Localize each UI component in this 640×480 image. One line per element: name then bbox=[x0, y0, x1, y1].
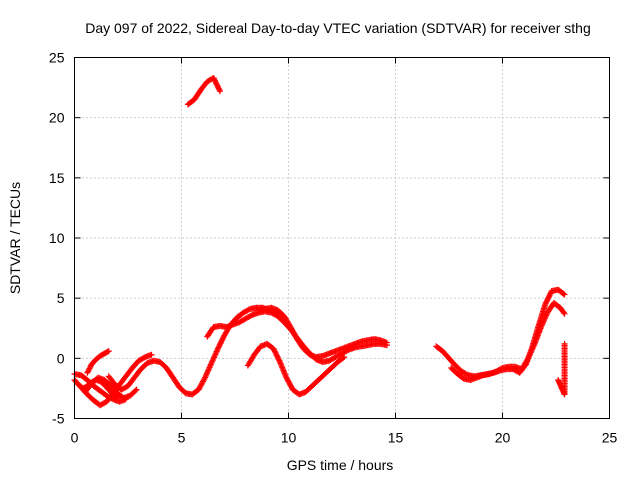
data-point-marker bbox=[216, 343, 223, 350]
data-point-marker bbox=[114, 395, 121, 402]
data-point-marker bbox=[214, 345, 221, 352]
data-point-marker bbox=[113, 394, 120, 401]
data-point-marker bbox=[561, 291, 568, 298]
data-point-marker bbox=[546, 291, 553, 298]
data-point-marker bbox=[542, 301, 549, 308]
data-point-marker bbox=[215, 85, 222, 92]
chart-title: Day 097 of 2022, Sidereal Day-to-day VTE… bbox=[85, 20, 591, 36]
data-point-marker bbox=[216, 341, 223, 348]
data-point-marker bbox=[104, 348, 111, 355]
y-tick-label: 10 bbox=[49, 230, 65, 246]
data-point-marker bbox=[215, 344, 222, 351]
data-point-marker bbox=[211, 77, 218, 84]
data-point-marker bbox=[544, 297, 551, 304]
data-point-marker bbox=[561, 340, 568, 347]
data-point-marker bbox=[545, 294, 552, 301]
y-tick-label: 15 bbox=[49, 170, 65, 186]
data-point-marker bbox=[212, 78, 219, 85]
data-point-marker bbox=[217, 88, 224, 95]
data-point-marker bbox=[214, 82, 221, 89]
data-point-marker bbox=[561, 310, 568, 317]
data-point-marker bbox=[218, 339, 225, 346]
data-point-marker bbox=[220, 335, 227, 342]
data-point-marker bbox=[271, 347, 278, 354]
data-point-marker bbox=[274, 353, 281, 360]
data-point-marker bbox=[560, 290, 567, 297]
data-point-marker bbox=[544, 295, 551, 302]
data-point-marker bbox=[275, 354, 282, 361]
series-arc-5 bbox=[75, 376, 121, 402]
data-point-marker bbox=[275, 356, 282, 363]
data-point-marker bbox=[270, 345, 277, 352]
data-point-marker bbox=[105, 348, 112, 355]
data-point-marker bbox=[211, 76, 218, 83]
series-arc-4 bbox=[84, 348, 112, 376]
plot-frame bbox=[74, 57, 610, 419]
x-tick-label: 15 bbox=[388, 430, 404, 446]
data-point-marker bbox=[215, 84, 222, 91]
x-tick-label: 20 bbox=[495, 430, 511, 446]
y-tick-label: 5 bbox=[57, 290, 65, 306]
data-point-marker bbox=[217, 340, 224, 347]
x-tick-label: 25 bbox=[602, 430, 618, 446]
x-tick-label: 5 bbox=[178, 430, 186, 446]
series-arc-9 bbox=[244, 340, 348, 398]
series-arc-2 bbox=[71, 370, 129, 405]
data-point-marker bbox=[210, 74, 217, 81]
data-point-marker bbox=[132, 387, 139, 394]
series-arc-10 bbox=[184, 74, 224, 108]
data-point-marker bbox=[276, 357, 283, 364]
data-point-marker bbox=[546, 293, 553, 300]
grid-layer bbox=[74, 57, 610, 419]
data-point-marker bbox=[201, 375, 208, 382]
data-point-marker bbox=[272, 349, 279, 356]
data-point-marker bbox=[273, 351, 280, 358]
data-point-marker bbox=[213, 80, 220, 87]
data-point-marker bbox=[543, 298, 550, 305]
series-arc-6 bbox=[105, 304, 283, 398]
x-tick-label: 10 bbox=[281, 430, 297, 446]
data-point-marker bbox=[273, 352, 280, 359]
y-tick-label: 20 bbox=[49, 110, 65, 126]
data-point-marker bbox=[219, 336, 226, 343]
data-point-marker bbox=[271, 348, 278, 355]
data-point-marker bbox=[383, 339, 390, 346]
y-tick-label: -5 bbox=[52, 411, 65, 427]
data-point-marker bbox=[148, 351, 155, 358]
data-layer bbox=[71, 74, 568, 409]
y-tick-label: 0 bbox=[57, 350, 65, 366]
data-point-marker bbox=[218, 337, 225, 344]
y-tick-label: 25 bbox=[49, 50, 65, 66]
data-point-marker bbox=[216, 86, 223, 93]
y-axis-label: SDTVAR / TECUs bbox=[7, 182, 23, 294]
x-axis-label: GPS time / hours bbox=[287, 457, 394, 473]
data-point-marker bbox=[340, 354, 347, 361]
data-point-marker bbox=[213, 81, 220, 88]
tick-layer: 0 5 10 15 20 25 -5 0 5 10 15 20 25 bbox=[49, 50, 618, 446]
x-tick-label: 0 bbox=[71, 430, 79, 446]
series-arc-12 bbox=[448, 299, 568, 383]
series-arc-8 bbox=[255, 304, 390, 361]
series-arc-13 bbox=[555, 340, 568, 398]
data-point-marker bbox=[341, 354, 348, 361]
data-point-marker bbox=[542, 299, 549, 306]
data-point-marker bbox=[560, 309, 567, 316]
data-point-marker bbox=[133, 386, 140, 393]
